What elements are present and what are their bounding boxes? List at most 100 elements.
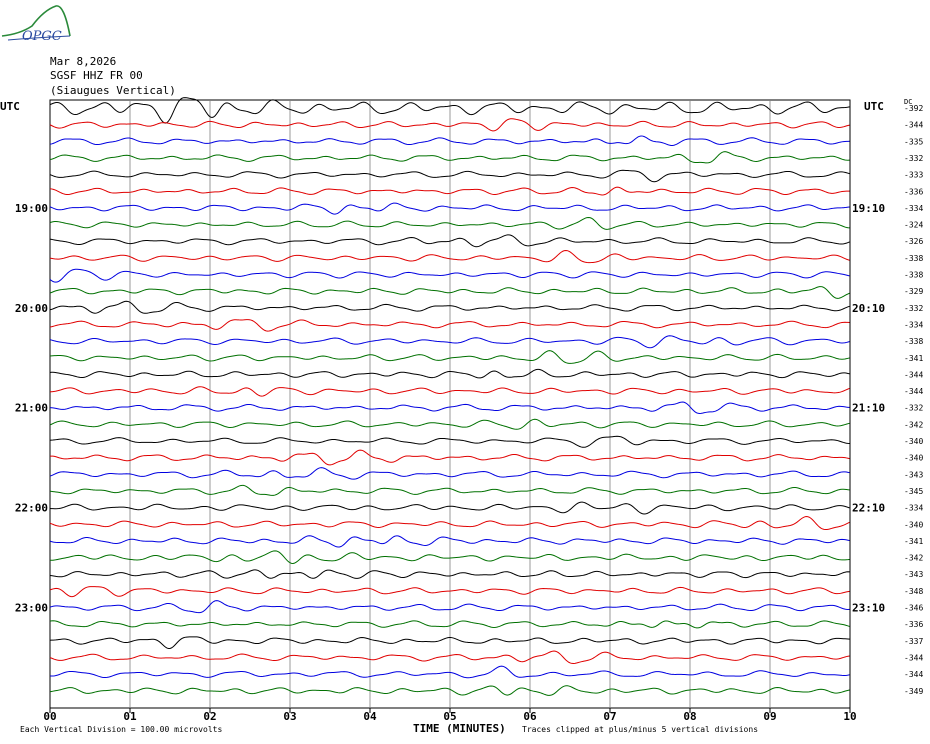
dc-offset-label: -333 [904, 171, 923, 180]
dc-offset-label: -340 [904, 454, 923, 463]
seismic-trace [49, 335, 850, 349]
seismic-trace [49, 234, 850, 248]
dc-offset-label: -345 [904, 487, 923, 496]
dc-offset-label: -343 [904, 570, 923, 579]
right-time-label: 21:10 [852, 402, 885, 415]
seismic-trace [49, 368, 850, 379]
dc-offset-label: -349 [904, 687, 923, 696]
left-axis-label: UTC [0, 100, 20, 113]
seismic-trace [49, 467, 850, 480]
seismic-trace [49, 418, 850, 430]
dc-offset-label: -338 [904, 271, 923, 280]
right-axis-label: UTC [864, 100, 884, 113]
dc-offset-label: -341 [904, 354, 923, 363]
dc-offset-label: -392 [904, 104, 923, 113]
dc-offset-label: -341 [904, 537, 923, 546]
footer-clip-note: Traces clipped at plus/minus 5 vertical … [522, 725, 759, 734]
dc-offset-label: -334 [904, 320, 923, 329]
dc-offset-label: -342 [904, 554, 923, 563]
x-tick-label: 05 [443, 710, 456, 723]
seismic-trace [49, 286, 850, 299]
dc-offset-label: -344 [904, 653, 923, 662]
x-tick-label: 03 [283, 710, 296, 723]
x-tick-label: 01 [123, 710, 137, 723]
header-date: Mar 8,2026 [50, 55, 117, 68]
seismic-trace [49, 620, 850, 629]
dc-offset-label: -337 [904, 637, 923, 646]
dc-offset-label: -343 [904, 470, 923, 479]
right-time-label: 20:10 [852, 302, 885, 315]
seismic-trace [49, 501, 850, 515]
footer-scale-note: Each Vertical Division = 100.00 microvol… [20, 725, 223, 734]
seismic-trace [49, 435, 850, 448]
seismic-trace [49, 319, 850, 332]
seismic-trace [49, 249, 850, 264]
seismic-trace [49, 550, 850, 564]
seismic-trace [49, 350, 850, 364]
seismic-trace [49, 135, 850, 146]
dc-offset-label: -336 [904, 187, 923, 196]
header-station: SGSF HHZ FR 00 [50, 69, 143, 82]
x-tick-label: 02 [203, 710, 216, 723]
dc-offset-label: -326 [904, 237, 923, 246]
seismic-trace [49, 650, 850, 665]
x-tick-label: 06 [523, 710, 537, 723]
right-time-label: 23:10 [852, 602, 885, 615]
left-time-label: 20:00 [15, 302, 48, 315]
header-location: (Siaugues Vertical) [50, 84, 176, 97]
dc-offset-label: -324 [904, 221, 923, 230]
dc-offset-label: -338 [904, 254, 923, 263]
seismic-trace [49, 586, 850, 598]
x-tick-label: 00 [43, 710, 56, 723]
right-time-label: 22:10 [852, 502, 885, 515]
seismic-trace [49, 216, 850, 230]
x-tick-label: 07 [603, 710, 616, 723]
x-axis-title: TIME (MINUTES) [413, 722, 506, 735]
seismic-trace [49, 300, 850, 314]
seismic-trace [49, 151, 850, 164]
dc-offset-label: -340 [904, 520, 923, 529]
dc-offset-label: -344 [904, 370, 923, 379]
dc-offset-label: -346 [904, 604, 923, 613]
dc-offset-label: -344 [904, 670, 923, 679]
dc-offset-label: -329 [904, 287, 923, 296]
dc-offset-label: -338 [904, 337, 923, 346]
seismic-trace [49, 535, 850, 548]
seismic-trace [49, 169, 850, 183]
x-tick-label: 04 [363, 710, 377, 723]
opgc-logo: OPGC [1, 5, 71, 44]
dc-offset-label: -332 [904, 304, 923, 313]
seismic-trace [49, 665, 850, 679]
seismic-trace [49, 97, 850, 124]
seismic-trace [49, 516, 850, 531]
dc-header-label: DC [904, 98, 912, 106]
seismic-trace [49, 386, 850, 397]
x-tick-label: 09 [763, 710, 776, 723]
left-time-label: 21:00 [15, 402, 48, 415]
dc-offset-label: -344 [904, 121, 923, 130]
seismic-trace [49, 202, 850, 215]
dc-offset-label: -334 [904, 204, 923, 213]
left-time-label: 23:00 [15, 602, 48, 615]
x-tick-label: 10 [843, 710, 856, 723]
seismic-trace [49, 118, 850, 132]
right-time-label: 19:10 [852, 202, 885, 215]
seismic-trace [49, 186, 850, 196]
dc-offset-label: -348 [904, 587, 923, 596]
x-tick-label: 08 [683, 710, 696, 723]
seismic-trace [49, 569, 850, 579]
seismic-trace [49, 685, 850, 696]
seismic-trace [49, 268, 850, 283]
seismic-trace [49, 600, 850, 614]
seismic-trace [49, 449, 850, 466]
logo-text: OPGC [22, 29, 62, 44]
seismic-trace [49, 636, 850, 650]
left-time-label: 19:00 [15, 202, 48, 215]
seismic-trace [49, 484, 850, 496]
dc-offset-label: -340 [904, 437, 923, 446]
seismic-trace [49, 401, 850, 414]
left-time-label: 22:00 [15, 502, 48, 515]
dc-offset-label: -334 [904, 504, 923, 513]
dc-offset-label: -332 [904, 404, 923, 413]
